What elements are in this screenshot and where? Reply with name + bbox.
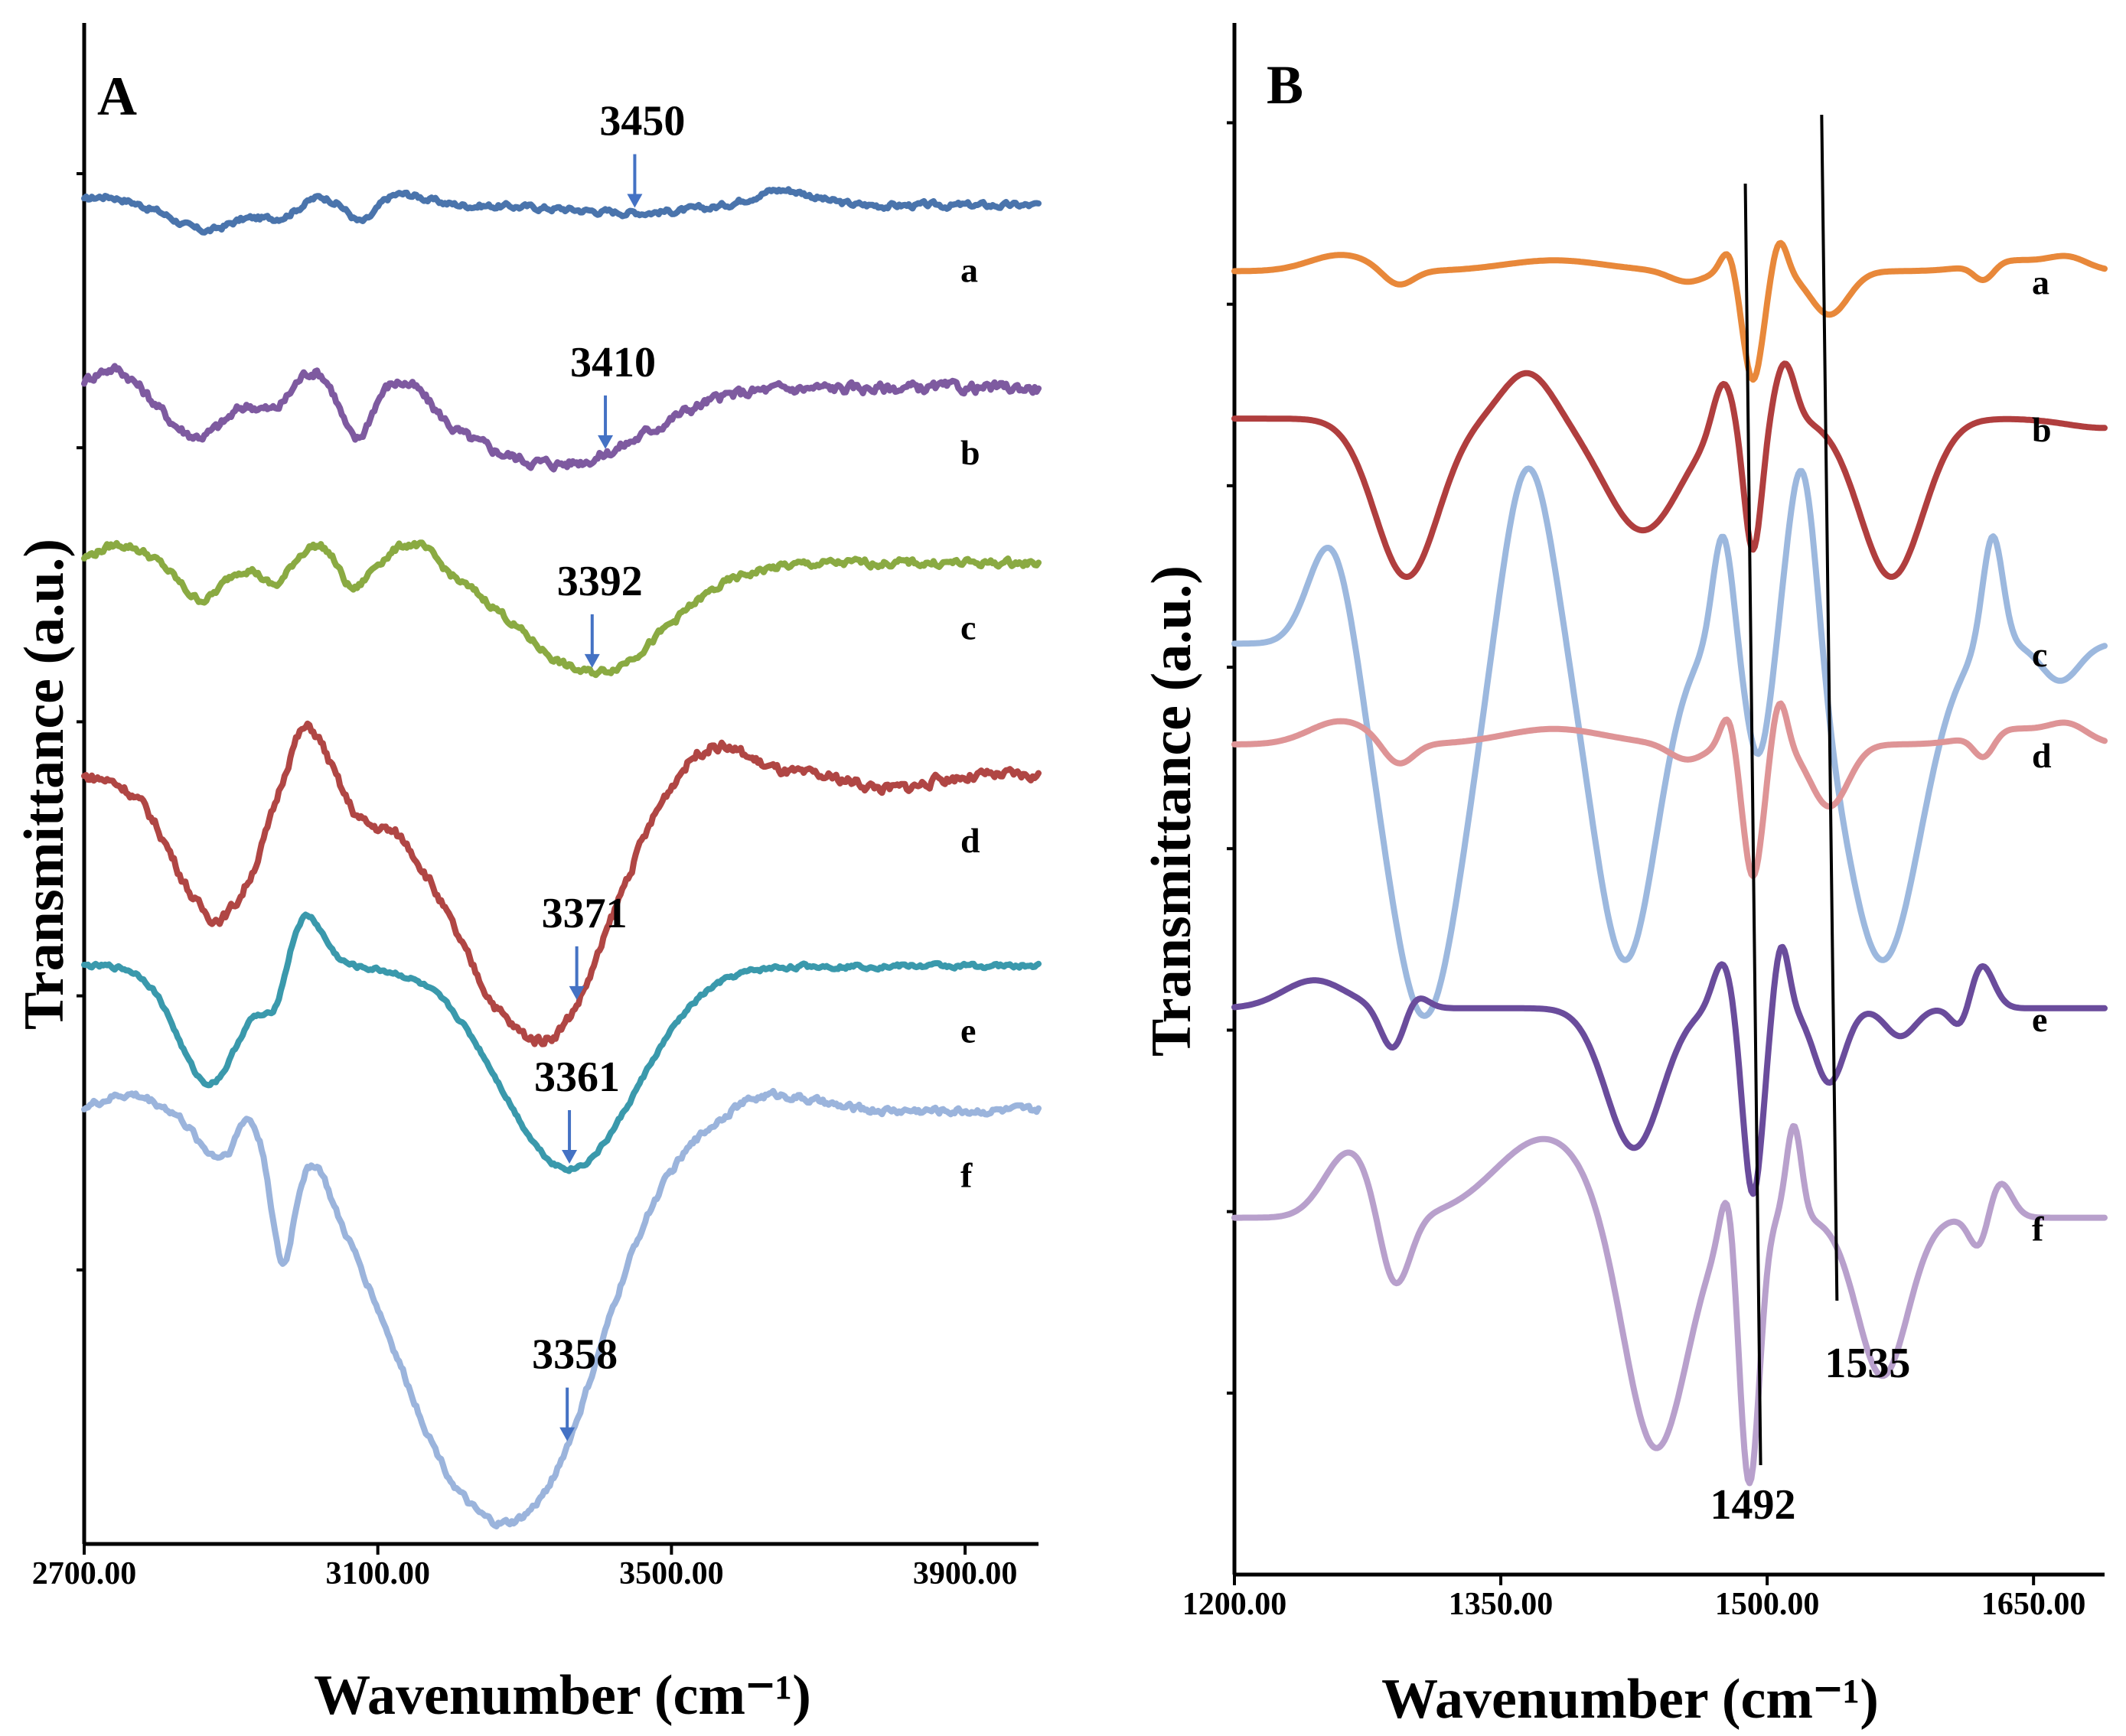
panel-a-y-label: Transmittance (a.u.) (13, 539, 76, 1030)
x-tick-label: 1350.00 (1449, 1587, 1554, 1622)
series-d-line (1231, 700, 2108, 880)
peak-label-e: 3361 (534, 1054, 620, 1101)
reference-label-1492: 1492 (1710, 1481, 1796, 1529)
curve-label-d: d (2032, 736, 2052, 775)
x-tick-label: 3500.00 (619, 1556, 724, 1591)
curve-label-b: b (2032, 410, 2052, 449)
curve-label-f: f (2032, 1210, 2044, 1249)
series-c-line (1231, 465, 2108, 1019)
peak-arrowhead-c (584, 653, 600, 668)
panel-a: A Wavenumber (cm⁻¹) Transmittance (a.u.)… (13, 23, 1042, 1727)
series-c-line (81, 539, 1042, 679)
peak-arrowhead-e (562, 1149, 578, 1164)
curve-label-a: a (960, 251, 978, 290)
x-tick-label: 2700.00 (32, 1556, 137, 1591)
curve-label-c: c (960, 608, 976, 647)
series-e-line (1231, 943, 2108, 1197)
peak-label-a: 3450 (599, 98, 685, 145)
panel-a-x-label: Wavenumber (cm⁻¹) (314, 1664, 811, 1727)
curve-label-c: c (2032, 635, 2047, 674)
series-d-line (81, 720, 1042, 1047)
x-tick-label: 1650.00 (1981, 1587, 2086, 1622)
peak-label-f: 3358 (532, 1331, 618, 1379)
peak-label-d: 3371 (542, 890, 628, 937)
curve-label-d: d (960, 821, 980, 860)
curve-label-f: f (960, 1155, 973, 1194)
curve-label-b: b (960, 433, 980, 472)
peak-label-b: 3410 (570, 339, 656, 386)
x-tick-label: 3100.00 (325, 1556, 430, 1591)
panel-b-y-label: Transmittance (a.u.) (1140, 565, 1203, 1057)
peak-label-c: 3392 (557, 558, 643, 605)
curve-label-a: a (2032, 262, 2049, 301)
curve-label-e: e (2032, 1000, 2047, 1039)
series-f-line (81, 1087, 1042, 1529)
panel-b-label: B (1267, 54, 1303, 116)
peak-arrowhead-d (569, 985, 585, 1000)
reference-line-1535 (1820, 114, 1839, 1301)
series-b-line (81, 363, 1042, 473)
x-tick-label: 1500.00 (1715, 1587, 1820, 1622)
series-b-line (1231, 360, 2108, 580)
peak-arrowhead-b (598, 435, 614, 449)
panel-b-x-label: Wavenumber (cm⁻¹) (1381, 1668, 1879, 1731)
reference-line-1492 (1743, 183, 1762, 1466)
peak-arrowhead-a (627, 194, 643, 208)
series-a-line (81, 186, 1042, 236)
curve-label-e: e (960, 1011, 976, 1050)
panel-b: B Wavenumber (cm⁻¹) Transmittance (a.u.)… (1140, 23, 2108, 1731)
panel-a-label: A (97, 66, 137, 127)
peak-arrowhead-f (559, 1427, 576, 1441)
x-tick-label: 3900.00 (913, 1556, 1018, 1591)
reference-label-1535: 1535 (1824, 1340, 1910, 1387)
series-f-line (1231, 1122, 2108, 1487)
series-a-line (1231, 239, 2108, 383)
series-e-line (81, 911, 1042, 1174)
x-tick-label: 1200.00 (1182, 1587, 1287, 1622)
